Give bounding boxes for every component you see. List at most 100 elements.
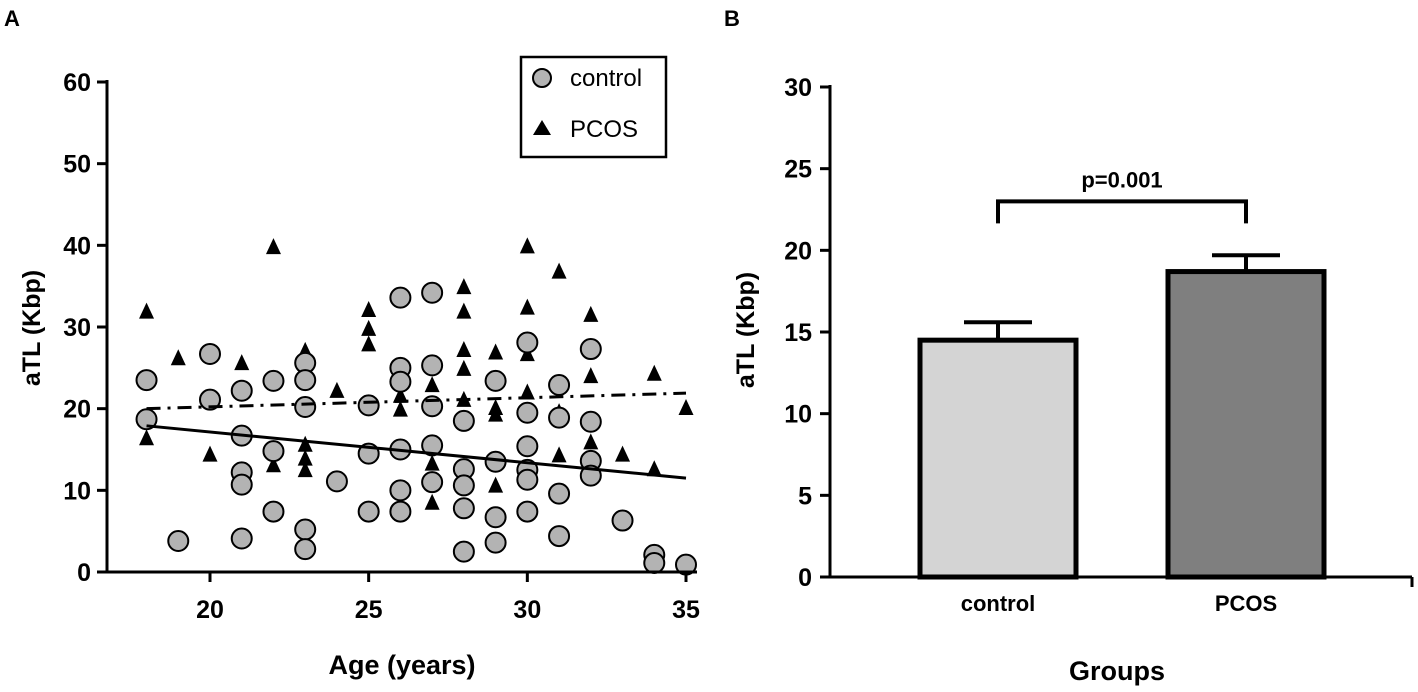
control-point	[548, 482, 571, 505]
panel-b-y-tick-label: 25	[784, 156, 812, 184]
pcos-point	[392, 386, 408, 403]
panel-a-y-tick-label: 50	[63, 151, 91, 179]
pcos-point	[297, 461, 313, 478]
pcos-point	[583, 305, 599, 322]
pcos-point	[488, 343, 504, 360]
pcos-point	[139, 302, 155, 319]
pcos-point	[488, 476, 504, 493]
panel-b-letter: B	[724, 6, 740, 31]
pcos-point	[615, 445, 631, 462]
pcos-point	[456, 278, 472, 295]
panel-b-y-axis-label: aTL (Kbp)	[732, 272, 760, 388]
pcos-point	[424, 493, 440, 510]
control-point	[421, 471, 444, 494]
pcos-point	[170, 349, 186, 366]
pcos-point	[646, 364, 662, 381]
panel-a-letter: A	[4, 6, 20, 31]
panel-a-x-axis-label: Age (years)	[328, 650, 475, 680]
panel-a-x-tick-label: 30	[513, 596, 541, 624]
control-point	[325, 470, 348, 493]
pcos-point	[519, 237, 535, 254]
control-point	[516, 435, 539, 458]
control-point	[579, 410, 602, 433]
control-point	[230, 527, 253, 550]
panel-a-y-tick-label: 10	[63, 477, 91, 505]
panel-b: B control PCOS 0 5 10 15 20 25 30 p=0.001 Group…	[724, 6, 1414, 686]
control-point	[389, 370, 412, 393]
panel-b-significance: p=0.001	[996, 167, 1248, 224]
legend-pcos-label: PCOS	[570, 116, 638, 143]
pcos-point	[424, 376, 440, 393]
pcos-point	[456, 341, 472, 358]
bar-control	[917, 337, 1079, 580]
legend-pcos-marker	[533, 120, 551, 135]
pcos-point	[361, 335, 377, 352]
panel-a-x-tick-label: 20	[196, 596, 224, 624]
pcos-point	[519, 383, 535, 400]
panel-a-y-tick-label: 0	[77, 559, 91, 587]
panel-b-x-tick-label: control	[961, 591, 1036, 616]
control-point	[357, 500, 380, 523]
control-point	[611, 509, 634, 532]
panel-a-legend: control PCOS	[519, 55, 668, 159]
panel-a-y-tick-label: 40	[63, 232, 91, 260]
control-point	[294, 369, 317, 392]
pcos-point	[646, 460, 662, 477]
control-point	[262, 369, 285, 392]
control-point	[262, 440, 285, 463]
panel-a: A 0 10 20 30 40 50 60 20 25 30 35 control PCOS Age…	[4, 6, 700, 680]
pcos-point	[139, 429, 155, 446]
pcos-point	[297, 449, 313, 466]
control-point	[389, 500, 412, 523]
control-point	[516, 401, 539, 424]
pcos-point	[202, 445, 218, 462]
pcos-point	[329, 381, 345, 398]
pcos-point	[488, 405, 504, 422]
control-point	[421, 281, 444, 304]
panel-b-x-axis-label: Groups	[1069, 656, 1165, 686]
control-point	[579, 338, 602, 361]
control-point	[421, 434, 444, 457]
control-point	[262, 500, 285, 523]
panel-a-x-tick-label: 35	[672, 596, 700, 624]
pcos-point	[265, 238, 281, 255]
control-point	[199, 388, 221, 411]
control-point	[516, 468, 539, 491]
control-point	[389, 479, 412, 502]
control-point	[548, 525, 571, 548]
pcos-point	[456, 302, 472, 319]
control-point	[294, 518, 317, 541]
panel-a-y-tick-label: 30	[63, 314, 91, 342]
panel-a-y-tick-label: 60	[63, 69, 91, 97]
panel-a-y-tick-label: 20	[63, 396, 91, 424]
control-point	[452, 474, 475, 497]
panel-a-trendlines	[146, 391, 687, 480]
panel-a-axes: 0 10 20 30 40 50 60 20 25 30 35	[63, 69, 700, 624]
control-point	[484, 506, 507, 529]
control-point	[230, 473, 253, 496]
panel-b-y-tick-label: 20	[784, 237, 812, 265]
pcos-point	[424, 454, 440, 471]
panel-b-y-tick-label: 30	[784, 74, 812, 102]
pcos-point	[551, 262, 567, 279]
legend-control-label: control	[570, 65, 642, 92]
pcos-point	[456, 359, 472, 376]
control-point	[167, 529, 190, 552]
control-point	[452, 497, 475, 520]
control-point	[135, 369, 158, 392]
control-point	[452, 409, 475, 432]
panel-a-y-axis-label: aTL (Kbp)	[18, 270, 46, 386]
p-value-label: p=0.001	[1081, 167, 1162, 192]
control-point	[548, 406, 571, 429]
bar-pcos	[1165, 269, 1327, 580]
control-point	[199, 342, 221, 365]
panel-b-y-tick-label: 15	[784, 319, 812, 347]
pcos-point	[297, 435, 313, 452]
pcos-point	[551, 446, 567, 463]
pcos-point	[234, 354, 250, 371]
control-point	[294, 538, 317, 561]
panel-b-y-tick-label: 0	[798, 564, 812, 592]
panel-b-y-tick-label: 10	[784, 401, 812, 429]
panel-a-x-tick-label: 25	[355, 596, 383, 624]
